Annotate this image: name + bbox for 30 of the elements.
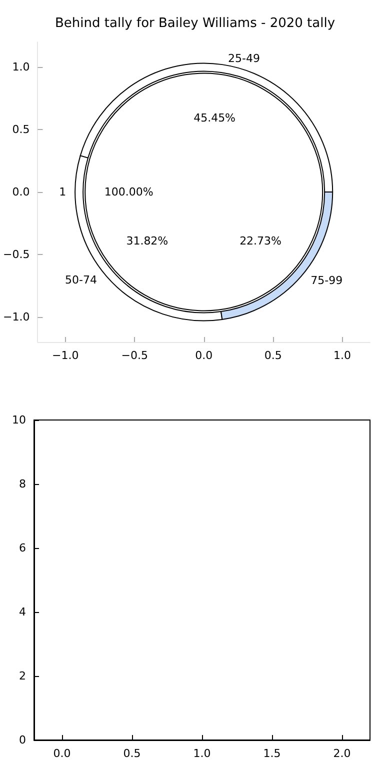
y-tick-label: 1.0 <box>12 60 30 74</box>
slice-label: 50-74 <box>65 274 97 287</box>
slice-label: 1 <box>59 186 66 198</box>
slice-label: 25-49 <box>228 52 260 66</box>
x-tick-label: 0.0 <box>53 747 71 760</box>
slice-label: 75-99 <box>310 274 343 287</box>
chart-title: Behind tally for Bailey Williams - 2020 tally <box>54 16 336 31</box>
data-label: 22.73% <box>240 234 282 248</box>
x-tick-label: 0.5 <box>123 747 141 760</box>
x-tick-label: 2.0 <box>333 747 351 760</box>
x-tick-label: −1.0 <box>52 349 79 362</box>
x-tick-label: 0.5 <box>264 349 282 362</box>
y-tick-label: 6 <box>19 542 26 554</box>
x-tick-label: 1.5 <box>263 747 281 760</box>
y-tick-label: 0 <box>19 734 26 746</box>
x-tick-label: 0.0 <box>195 349 213 362</box>
data-label: 31.82% <box>126 234 168 248</box>
x-tick-label: −0.5 <box>121 349 148 362</box>
y-tick-label: 8 <box>19 478 26 490</box>
x-tick-label: 1.0 <box>193 747 211 760</box>
y-tick-label: 0.5 <box>12 123 30 136</box>
data-label: 100.00% <box>104 186 154 198</box>
y-tick-label: 2 <box>19 670 26 682</box>
y-tick-label: 0.0 <box>12 186 30 198</box>
data-label: 45.45% <box>194 111 236 124</box>
y-tick-label: 4 <box>19 606 26 618</box>
y-tick-label: 10 <box>12 414 26 426</box>
y-tick-label: −1.0 <box>2 310 30 324</box>
y-tick-label: −0.5 <box>2 248 30 261</box>
x-tick-label: 1.0 <box>334 349 352 362</box>
